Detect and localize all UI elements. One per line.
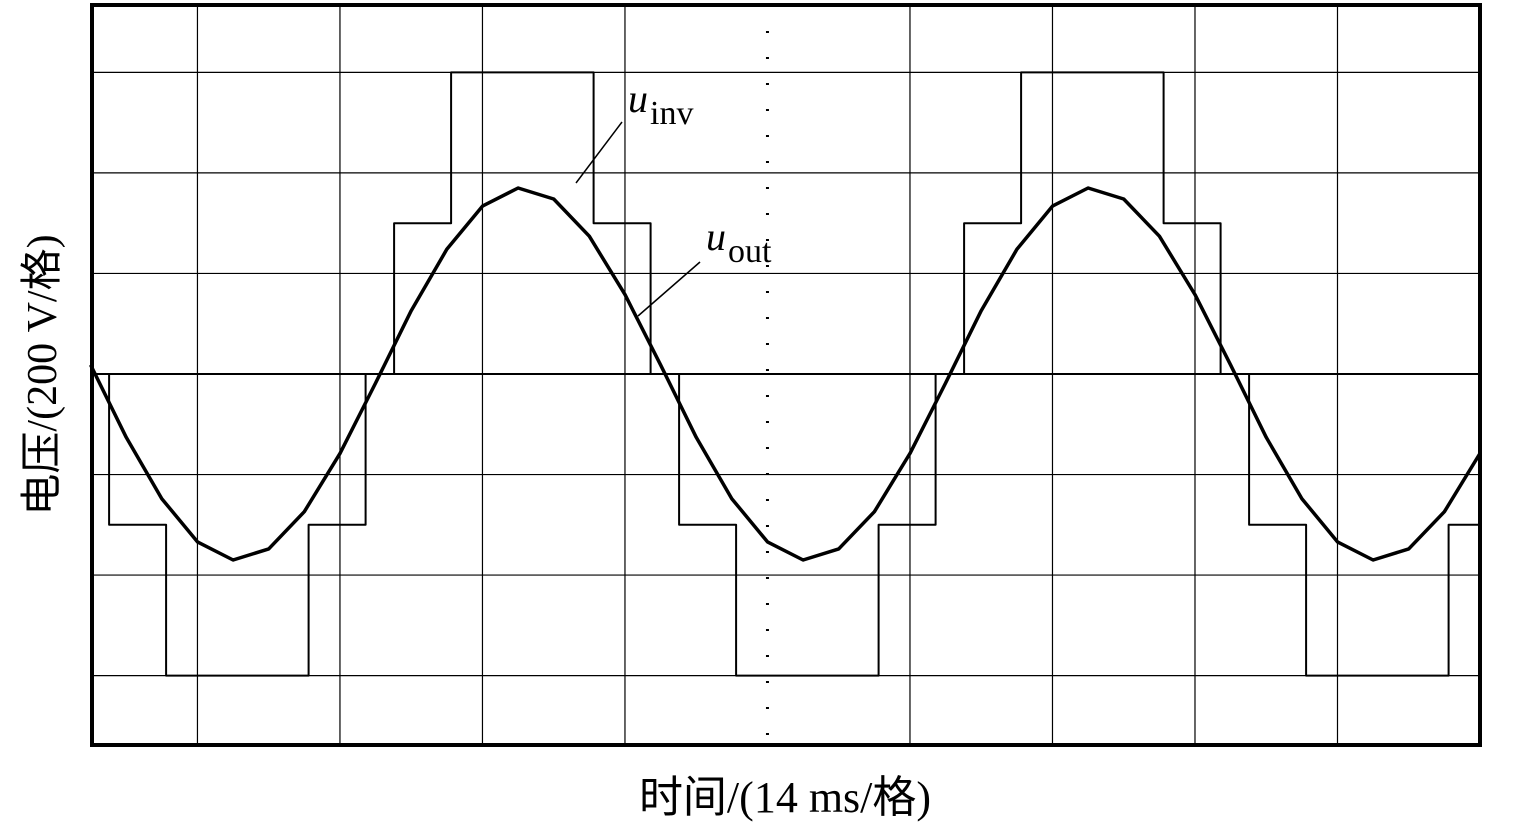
waveforms [89,71,1482,677]
y-axis-label: 电压/(200 V/格) [20,234,66,515]
annotation-symbol: u [628,76,648,121]
output-voltage-line [89,186,1482,562]
annotation: uinv [628,76,693,132]
leader-line [637,261,701,317]
annotation: uout [706,214,772,270]
leader-line [575,121,623,184]
annotation-symbol: u [706,214,726,259]
plot-frame [90,3,1482,747]
annotation-subscript: inv [650,95,693,132]
annotation-subscript: out [728,233,772,270]
grid [92,5,1480,745]
x-axis-label: 时间/(14 ms/格) [639,773,931,822]
